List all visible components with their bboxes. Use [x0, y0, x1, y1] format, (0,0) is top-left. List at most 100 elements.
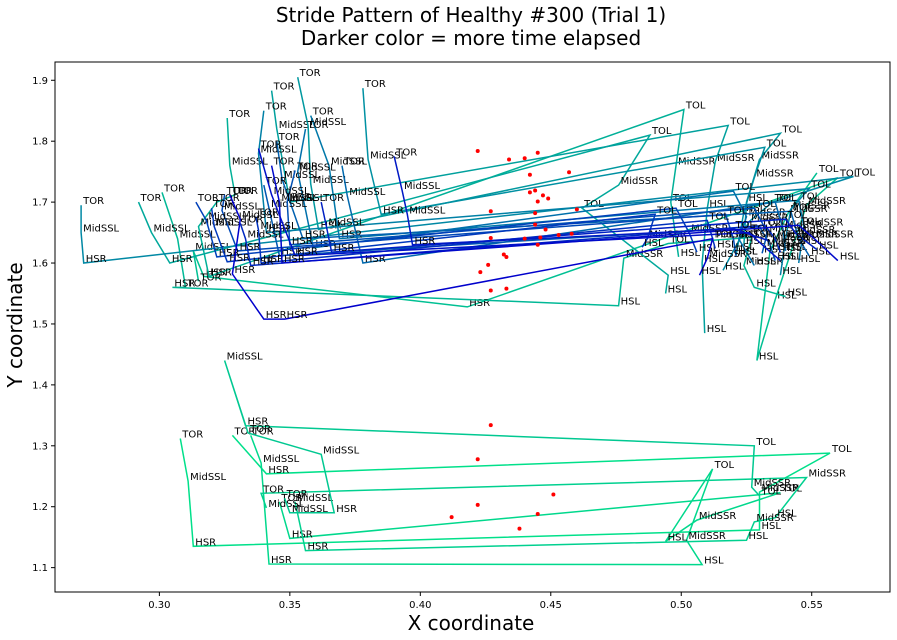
- gait-event-label: HSL: [811, 247, 831, 258]
- gait-event-label: TOL: [810, 180, 831, 191]
- gait-event-label: MidSSL: [271, 199, 307, 210]
- stride-line: [137, 133, 670, 294]
- gait-event-label: MidSSR: [809, 196, 846, 207]
- chart-title: Stride Pattern of Healthy #300 (Trial 1): [276, 3, 666, 27]
- gait-event-label: MidSSL: [300, 163, 336, 174]
- gait-event-label: TOR: [299, 68, 321, 79]
- gait-event-label: MidSSL: [292, 504, 328, 515]
- gait-event-label: MidSSL: [279, 120, 315, 131]
- gait-event-label: TOL: [677, 199, 698, 210]
- gait-event-label: TOR: [140, 193, 162, 204]
- gait-event-label: HSL: [699, 243, 719, 254]
- x-axis-ticks: 0.30 0.35 0.40 0.45 0.50 0.55: [148, 592, 823, 611]
- gait-event-label: HSR: [211, 267, 232, 278]
- gait-event-label: HSL: [782, 252, 802, 263]
- gait-event-label: TOL: [669, 235, 690, 246]
- gait-event-label: HSL: [764, 244, 784, 255]
- gait-event-label: TOR: [343, 157, 365, 168]
- gait-event-label: HSL: [735, 242, 755, 253]
- center-point: [478, 270, 483, 275]
- gait-event-label: HSL: [759, 352, 779, 363]
- gait-event-label: MidSSL: [289, 193, 325, 204]
- gait-event-label: MidSSR: [790, 204, 827, 215]
- gait-event-label: TOL: [714, 230, 735, 241]
- gait-event-label: TOR: [228, 109, 250, 120]
- gait-event-label: TOL: [651, 126, 672, 137]
- y-tick-label: 1.9: [32, 76, 48, 87]
- center-point: [488, 236, 493, 241]
- gait-event-label: MidSSR: [767, 238, 804, 249]
- gait-event-label: MidSSR: [816, 230, 853, 241]
- stride-line: [257, 110, 811, 276]
- gait-event-label: MidSSR: [809, 468, 846, 479]
- gait-event-label: MidSSR: [746, 256, 783, 267]
- stride-line: [179, 434, 831, 548]
- gait-event-label: HSR: [195, 537, 216, 548]
- gait-event-label: TOR: [322, 193, 344, 204]
- stride-line: [229, 194, 714, 320]
- stride-line: [80, 175, 854, 271]
- y-tick-label: 1.5: [32, 319, 48, 330]
- gait-event-label: MidSSL: [154, 224, 190, 235]
- gait-event-label: TOL: [685, 101, 706, 112]
- center-point: [533, 222, 538, 227]
- gait-event-label: MidSSR: [801, 230, 838, 241]
- gait-event-label: MidSSL: [232, 157, 268, 168]
- gait-event-label: HSL: [621, 297, 641, 308]
- gait-event-label: HSL: [762, 521, 782, 532]
- gait-event-label: HSR: [284, 254, 305, 265]
- stride-line: [270, 90, 730, 334]
- center-point: [527, 172, 532, 177]
- gait-event-label: HSL: [782, 243, 802, 254]
- gait-event-label: HSR: [240, 242, 261, 253]
- gait-event-label: HSL: [670, 266, 690, 277]
- x-axis-label: X coordinate: [408, 611, 535, 635]
- gait-event-label: HSR: [305, 230, 326, 241]
- y-tick-label: 1.8: [32, 137, 48, 148]
- gait-event-label: TOL: [781, 124, 802, 135]
- stride-line: [260, 476, 809, 552]
- gait-event-label: HSL: [709, 199, 729, 210]
- gait-event-label: TOL: [818, 164, 839, 175]
- gait-event-label: HSL: [748, 193, 768, 204]
- gait-event-label: TOR: [197, 193, 219, 204]
- gait-event-label: MidSSL: [242, 210, 278, 221]
- gait-event-label: TOR: [231, 186, 253, 197]
- gait-event-label: MidSSL: [310, 117, 346, 128]
- gait-event-label: MidSSL: [190, 472, 226, 483]
- plot-frame: [54, 61, 891, 593]
- y-axis-label: Y coordinate: [3, 262, 27, 388]
- gait-event-label: TOR: [395, 147, 417, 158]
- stride-line: [270, 165, 839, 264]
- gait-event-label: HSL: [819, 241, 839, 252]
- center-point: [540, 193, 545, 198]
- gait-event-label: MidSSR: [709, 249, 746, 260]
- gait-event-label: TOL: [755, 199, 776, 210]
- gait-event-label: MidSSR: [715, 230, 752, 241]
- y-tick-label: 1.1: [32, 563, 48, 574]
- gait-event-label: HSR: [334, 243, 355, 254]
- gait-event-label: MidSSL: [263, 454, 299, 465]
- gait-event-label: MidSSL: [201, 217, 237, 228]
- gait-event-label: TOL: [734, 220, 755, 231]
- x-tick-label: 0.50: [670, 600, 692, 611]
- stride-line: [393, 156, 771, 246]
- gait-event-label: MidSSR: [751, 213, 788, 224]
- gait-event-label: MidSSR: [798, 225, 835, 236]
- gait-event-label: MidSSR: [699, 511, 736, 522]
- gait-event-label: TOL: [854, 168, 875, 179]
- gait-event-label: TOL: [787, 210, 808, 221]
- gait-event-label: MidSSR: [777, 230, 814, 241]
- gait-event-label: MidSSL: [261, 221, 297, 232]
- gait-event-label: MidSSL: [247, 230, 283, 241]
- gait-event-label: TOR: [364, 79, 386, 90]
- gait-event-label: HSR: [206, 267, 227, 278]
- center-point: [504, 286, 509, 291]
